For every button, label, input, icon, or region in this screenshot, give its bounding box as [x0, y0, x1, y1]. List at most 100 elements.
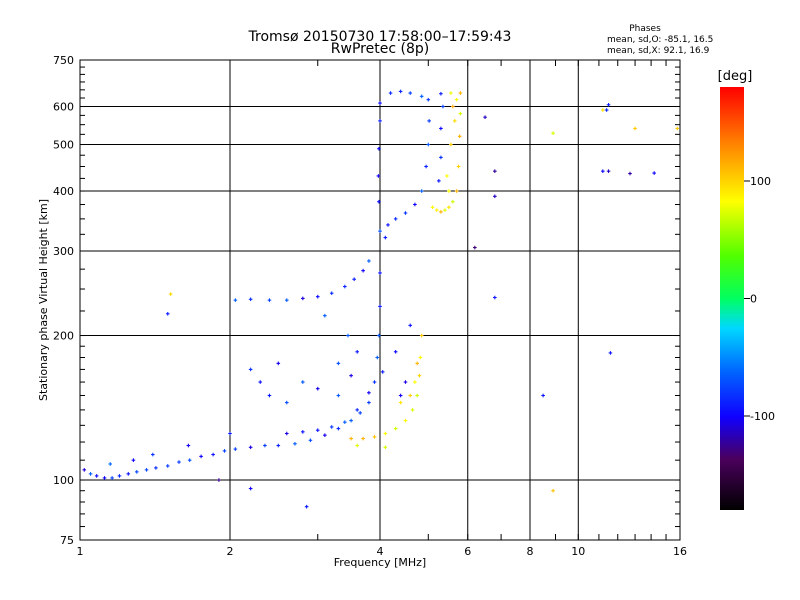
data-point — [452, 119, 457, 123]
y-tick-label: 300 — [53, 245, 74, 258]
data-point — [315, 428, 320, 433]
y-tick-label: 200 — [53, 330, 74, 343]
data-point — [372, 380, 377, 384]
data-point — [151, 452, 155, 457]
x-tick-label: 16 — [673, 545, 687, 558]
data-point — [301, 380, 305, 384]
data-point — [233, 298, 238, 302]
data-point — [447, 189, 451, 193]
x-tick-label: 6 — [464, 545, 471, 558]
data-point — [447, 205, 451, 210]
data-point — [652, 171, 656, 175]
data-point — [419, 94, 424, 99]
data-point — [551, 131, 555, 135]
data-point — [426, 97, 431, 102]
x-tick-label: 4 — [377, 545, 384, 558]
data-marks — [82, 89, 680, 509]
colorbar-ticks: 100 0 -100 — [744, 175, 775, 423]
data-point — [427, 119, 431, 123]
y-tick-label: 750 — [53, 54, 74, 67]
data-point — [186, 443, 191, 448]
data-point — [367, 390, 371, 395]
data-point — [408, 393, 413, 398]
y-axis-label: Stationary phase Virtual Height [km] — [37, 199, 50, 401]
phase-legend-x: mean, sd,X: 92.1, 16.9 — [607, 46, 710, 56]
data-point — [131, 458, 136, 462]
data-point — [388, 91, 393, 95]
data-point — [454, 97, 459, 102]
data-point — [199, 454, 203, 459]
data-point — [284, 400, 289, 405]
y-tick-label: 600 — [53, 101, 74, 114]
data-point — [177, 460, 181, 464]
data-point — [426, 142, 431, 147]
data-point — [393, 349, 398, 354]
data-point — [233, 447, 238, 451]
data-point — [349, 418, 353, 423]
x-tick-label: 1 — [77, 545, 84, 558]
data-point — [329, 425, 334, 429]
data-point — [551, 488, 555, 493]
data-point — [441, 104, 445, 109]
y-tick-label: 400 — [53, 185, 74, 198]
y-tick-label: 500 — [53, 139, 74, 152]
data-point — [449, 142, 453, 147]
data-point — [358, 411, 362, 415]
data-point — [336, 393, 341, 398]
data-point — [451, 104, 455, 109]
data-point — [329, 291, 334, 296]
data-point — [352, 277, 356, 282]
data-point — [378, 271, 382, 275]
data-point — [378, 119, 382, 123]
data-point — [413, 202, 417, 207]
colorbar-tick-label: -100 — [750, 410, 775, 423]
data-point — [187, 458, 192, 462]
data-point — [315, 386, 320, 391]
data-point — [606, 102, 611, 107]
data-point — [493, 194, 497, 199]
data-point — [386, 223, 390, 227]
data-point — [349, 436, 353, 441]
data-point — [284, 298, 289, 302]
data-point — [378, 229, 382, 233]
data-point — [293, 441, 297, 446]
axis-ticks: 1 2 4 6 8 10 16 75 100 200 300 400 500 600 750 — [53, 54, 687, 558]
data-point — [457, 134, 462, 139]
colorbar-tick-label: 0 — [750, 293, 757, 306]
data-point — [608, 351, 613, 355]
data-point — [94, 474, 99, 478]
chart-subtitle: RwPretec (8p) — [331, 41, 429, 57]
data-point — [117, 474, 122, 478]
data-point — [445, 174, 449, 178]
data-point — [458, 111, 463, 116]
data-point — [258, 380, 263, 384]
data-point — [248, 445, 253, 450]
data-point — [304, 504, 309, 509]
data-point — [458, 91, 463, 95]
data-point — [377, 333, 381, 338]
data-point — [439, 155, 443, 160]
data-point — [493, 169, 497, 173]
data-point — [675, 126, 680, 131]
data-point — [276, 443, 281, 448]
data-point — [248, 486, 253, 491]
data-point — [418, 355, 423, 360]
data-point — [408, 323, 413, 328]
data-point — [301, 296, 305, 301]
data-point — [211, 452, 215, 457]
data-point — [284, 431, 289, 436]
data-point — [408, 91, 413, 95]
data-point — [454, 189, 459, 193]
data-point — [398, 400, 403, 405]
data-point — [415, 393, 419, 398]
data-point — [424, 164, 428, 169]
data-point — [355, 408, 359, 412]
data-point — [383, 445, 388, 450]
data-point — [102, 476, 107, 480]
data-point — [376, 174, 381, 178]
data-point — [88, 472, 93, 476]
data-point — [108, 462, 113, 466]
data-point — [267, 393, 272, 398]
data-point — [248, 367, 253, 372]
data-point — [82, 468, 87, 472]
